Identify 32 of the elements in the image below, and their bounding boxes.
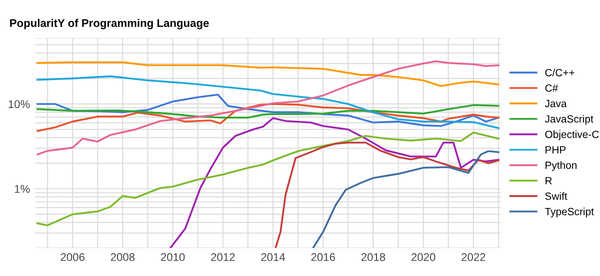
legend-label: PHP: [546, 146, 566, 154]
legend-label: C/C++: [545, 68, 574, 76]
legend-label: R: [546, 177, 552, 184]
legend-label: JavaScript: [544, 114, 594, 125]
legend-label: Python: [546, 161, 577, 172]
x-tick-label: 2016: [311, 253, 335, 262]
line-series: [36, 75, 500, 129]
legend-label: Java: [544, 100, 567, 108]
x-tick-label: 2008: [110, 253, 135, 262]
x-tick-label: 2014: [261, 253, 286, 262]
legend-label: Swift: [545, 192, 568, 200]
line-series: [36, 60, 500, 156]
line-series: [312, 150, 500, 248]
y-tick-label: 10%: [8, 100, 30, 108]
y-tick-label: 1%: [14, 185, 30, 193]
line-series: [274, 142, 500, 248]
x-tick-label: 2020: [412, 253, 436, 262]
x-tick-label: 2012: [211, 253, 235, 262]
line-series: [36, 103, 500, 132]
line-series: [36, 61, 500, 87]
chart-title: PopularitY of Programming Language: [10, 18, 209, 30]
line-series: [36, 104, 500, 119]
line-series: [169, 117, 500, 248]
line-series: [36, 94, 500, 127]
legend-label: Objective-C: [545, 130, 599, 140]
x-tick-label: 2010: [160, 253, 185, 262]
x-tick-label: 2018: [361, 253, 386, 262]
legend-label: TypeScript: [544, 208, 594, 218]
x-tick-label: 2022: [462, 253, 486, 262]
x-tick-label: 2006: [60, 253, 84, 262]
line-series: [36, 132, 500, 226]
legend-label: C#: [545, 84, 558, 92]
